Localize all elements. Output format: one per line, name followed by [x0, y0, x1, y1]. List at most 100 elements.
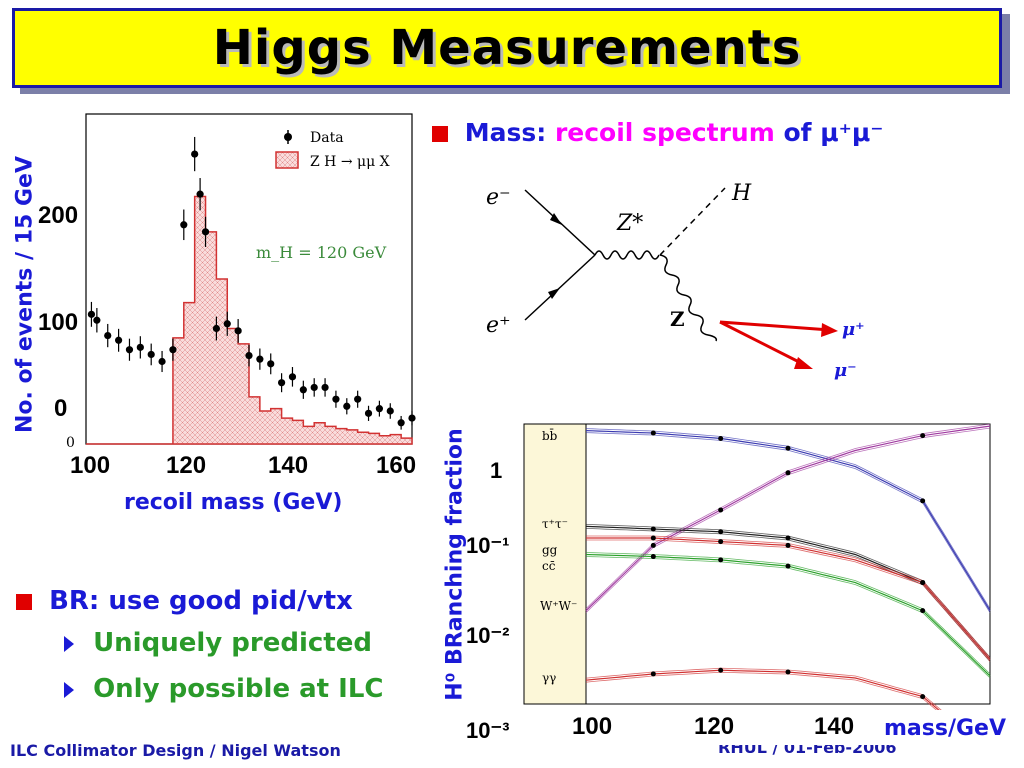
br-point	[650, 671, 656, 677]
muon-minus-line	[719, 320, 806, 367]
mc-histogram-path	[86, 195, 413, 445]
br-bullet-text: BR: use good pid/vtx	[49, 586, 353, 616]
data-point	[408, 414, 416, 422]
br-point	[785, 563, 791, 569]
mass-highlight: recoil spectrum	[554, 118, 775, 147]
data-point	[332, 395, 340, 403]
br-point	[785, 470, 791, 476]
data-point	[191, 150, 199, 158]
muon-plus-arrow-icon	[821, 323, 838, 337]
br-plot-svg: bb̄ τ⁺τ⁻ gg cc̄ W⁺W⁻ γγ	[523, 423, 991, 756]
recoil-ytick-200: 200	[38, 202, 79, 229]
br-point	[920, 433, 926, 439]
positron-line	[524, 254, 596, 321]
label-higgs: H	[731, 181, 752, 206]
br-ytick-1: 1	[490, 458, 503, 483]
legend-mc-swatch	[275, 151, 299, 169]
br-label-gg: gg	[542, 543, 558, 557]
bullet-square-icon	[16, 593, 32, 610]
data-point	[125, 346, 134, 354]
recoil-plot: 0 Data Z H → μμ X m_H = 120 GeV	[0, 100, 430, 520]
br-point	[718, 667, 724, 673]
br-point	[650, 526, 656, 532]
data-point	[147, 350, 155, 359]
br-label-cc: cc̄	[542, 559, 556, 573]
data-point	[212, 324, 220, 333]
br-subitem-0: Uniquely predicted	[64, 628, 372, 658]
br-point	[920, 694, 926, 700]
recoil-xtick-160: 160	[376, 452, 417, 479]
br-ytick-0-001: 10⁻³	[466, 718, 510, 743]
zstar-propagator	[594, 250, 660, 260]
br-point	[650, 535, 656, 541]
br-plot-frame	[523, 423, 991, 705]
br-point	[718, 435, 724, 441]
feynman-diagram: e⁻ e⁺ Z* H Z μ⁺ μ⁻	[470, 170, 890, 390]
br-ytick-0-1: 10⁻¹	[466, 533, 510, 558]
footer-left: ILC Collimator Design / Nigel Watson	[10, 741, 341, 760]
br-label-bb: bb̄	[542, 427, 558, 443]
data-point	[288, 373, 297, 381]
br-label-gamma: γγ	[542, 671, 556, 685]
triangle-bullet-icon	[64, 635, 74, 652]
data-point	[158, 357, 166, 366]
br-xlabel: mass/GeV	[884, 716, 1006, 741]
data-point	[386, 407, 394, 415]
legend-data-label: Data	[310, 130, 344, 146]
mc-histogram	[86, 195, 413, 445]
br-xtick-140: 140	[814, 713, 855, 740]
data-points	[87, 136, 416, 430]
higgs-line	[659, 187, 726, 256]
mass-suffix: of μ⁺μ⁻	[783, 118, 884, 147]
positron-arrow-icon	[548, 288, 560, 299]
br-point	[785, 535, 791, 541]
label-zstar: Z*	[616, 211, 643, 236]
recoil-legend: Data Z H → μμ X	[275, 130, 390, 170]
data-point	[364, 409, 373, 417]
br-subitem-1-text: Only possible at ILC	[93, 674, 384, 704]
data-point	[278, 379, 286, 387]
data-point	[310, 383, 318, 392]
br-point	[785, 542, 791, 548]
br-point	[718, 529, 724, 535]
br-point	[920, 498, 926, 504]
data-point	[299, 386, 307, 394]
muon-minus-arrow-icon	[794, 357, 813, 369]
z-propagator	[659, 254, 718, 342]
footer-right: RHUL / 01-Feb-2006	[718, 745, 897, 757]
footer-right-clip: RHUL / 01-Feb-2006	[718, 745, 938, 761]
title-banner: Higgs Measurements	[12, 8, 1002, 88]
br-bullet: BR: use good pid/vtx	[16, 586, 353, 616]
br-plot: bb̄ τ⁺τ⁻ gg cc̄ W⁺W⁻ γγ	[520, 420, 1000, 756]
data-point	[354, 395, 362, 403]
br-ytick-0-01: 10⁻²	[466, 623, 510, 648]
data-point	[87, 310, 96, 318]
bullet-square-icon	[432, 126, 448, 142]
br-point	[785, 445, 791, 451]
br-curves	[585, 423, 991, 756]
data-point	[245, 352, 253, 360]
recoil-ylabel: No. of events / 15 GeV	[12, 156, 38, 433]
mass-bullet: Mass: recoil spectrum of μ⁺μ⁻	[432, 118, 883, 147]
data-point	[136, 343, 144, 351]
label-mu-plus: μ⁺	[842, 319, 865, 340]
label-e-plus: e⁺	[486, 313, 511, 338]
recoil-ytick-100: 100	[38, 309, 79, 336]
recoil-xlabel: recoil mass (GeV)	[124, 490, 343, 515]
recoil-xtick-140: 140	[268, 452, 309, 479]
br-point	[785, 669, 791, 675]
data-point	[104, 331, 112, 340]
data-point	[343, 402, 351, 410]
br-point	[920, 580, 926, 586]
br-point	[650, 430, 656, 436]
label-z: Z	[670, 307, 685, 331]
br-ylabel: H⁰ BRanching fraction	[442, 428, 468, 701]
recoil-plot-svg: 0 Data Z H → μμ X m_H = 120 GeV	[66, 113, 416, 451]
br-point	[920, 608, 926, 614]
data-point	[375, 405, 383, 413]
br-subitem-1: Only possible at ILC	[64, 674, 383, 704]
data-point	[196, 190, 204, 198]
feynman-svg: e⁻ e⁺ Z* H Z μ⁺ μ⁻	[486, 181, 865, 381]
legend-data-marker	[284, 133, 292, 141]
data-point	[267, 360, 275, 368]
